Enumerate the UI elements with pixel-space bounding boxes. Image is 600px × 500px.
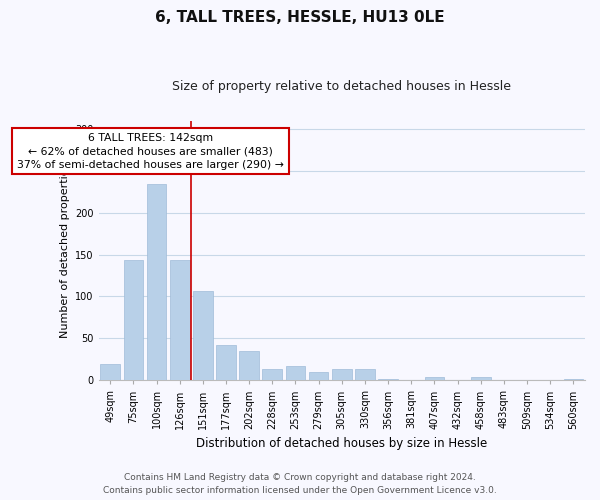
Bar bbox=[124, 260, 143, 380]
X-axis label: Distribution of detached houses by size in Hessle: Distribution of detached houses by size … bbox=[196, 437, 487, 450]
Bar bbox=[100, 364, 120, 380]
Bar bbox=[170, 260, 190, 380]
Bar bbox=[262, 368, 282, 380]
Bar bbox=[355, 368, 375, 380]
Y-axis label: Number of detached properties: Number of detached properties bbox=[59, 162, 70, 338]
Bar bbox=[471, 377, 491, 380]
Bar bbox=[286, 366, 305, 380]
Bar bbox=[332, 370, 352, 380]
Bar bbox=[425, 377, 444, 380]
Bar bbox=[309, 372, 328, 380]
Bar bbox=[239, 351, 259, 380]
Text: 6 TALL TREES: 142sqm
← 62% of detached houses are smaller (483)
37% of semi-deta: 6 TALL TREES: 142sqm ← 62% of detached h… bbox=[17, 133, 284, 170]
Bar bbox=[193, 292, 212, 380]
Bar bbox=[146, 184, 166, 380]
Bar bbox=[216, 345, 236, 380]
Text: Contains HM Land Registry data © Crown copyright and database right 2024.
Contai: Contains HM Land Registry data © Crown c… bbox=[103, 474, 497, 495]
Text: 6, TALL TREES, HESSLE, HU13 0LE: 6, TALL TREES, HESSLE, HU13 0LE bbox=[155, 10, 445, 25]
Title: Size of property relative to detached houses in Hessle: Size of property relative to detached ho… bbox=[172, 80, 511, 93]
